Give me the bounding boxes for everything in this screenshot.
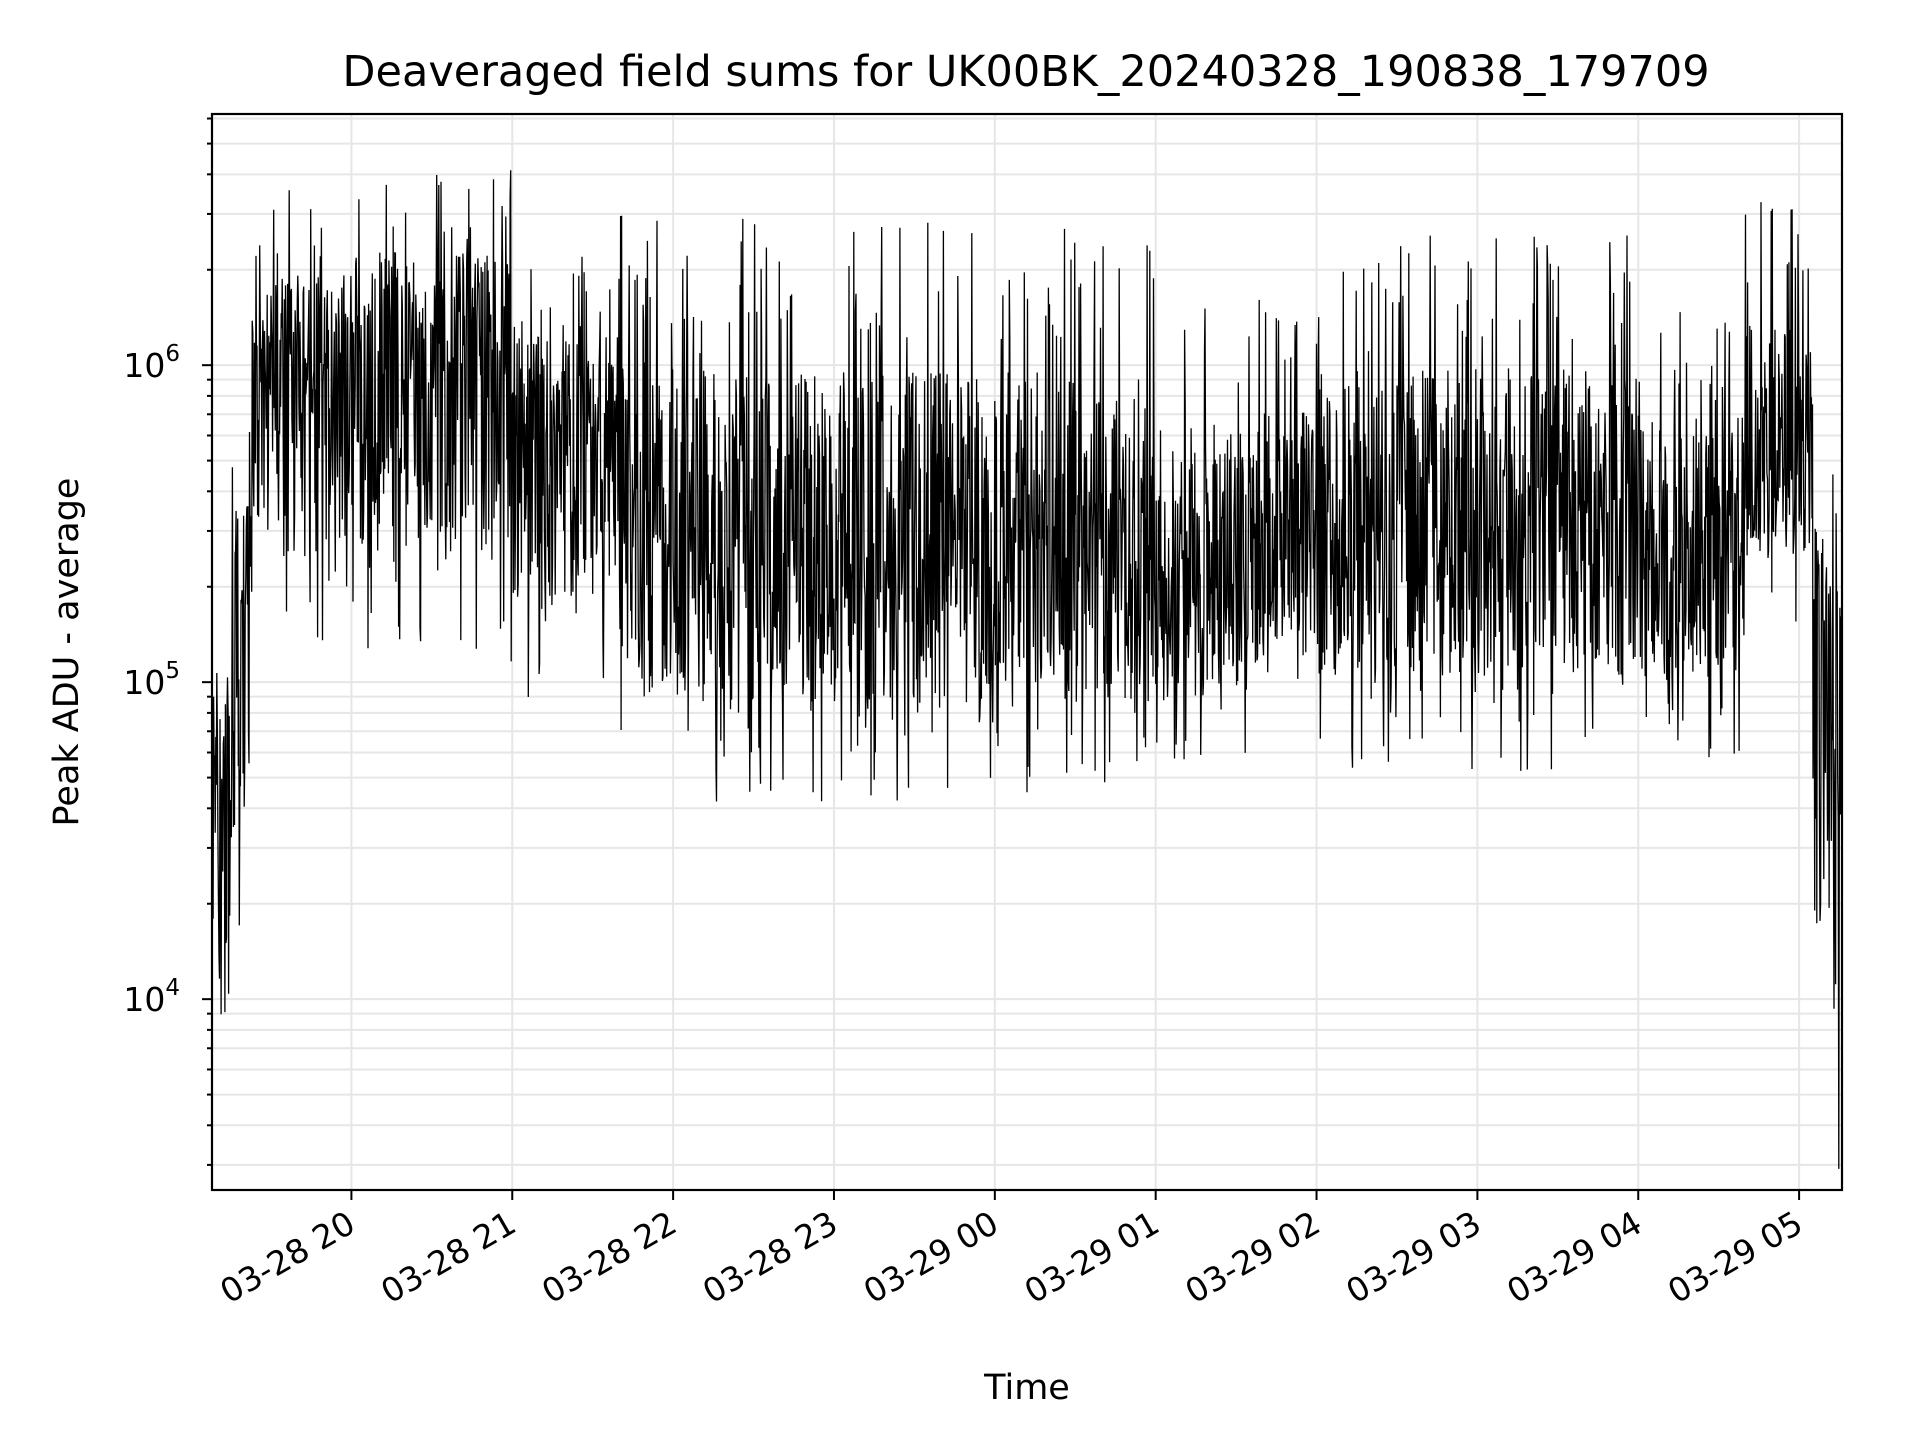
y-axis: 104 105 106 (123, 117, 212, 1166)
x-tick-label: 03-29 05 (1661, 1203, 1809, 1311)
series-line (211, 170, 1843, 1169)
y-tick-label: 105 (123, 658, 180, 702)
x-tick-label: 03-29 02 (1179, 1203, 1327, 1311)
x-tick-label: 03-28 21 (374, 1203, 522, 1311)
x-tick-label: 03-29 01 (1018, 1203, 1166, 1311)
chart-title: Deaveraged field sums for UK00BK_2024032… (342, 47, 1709, 97)
x-tick-label: 03-28 23 (696, 1203, 844, 1311)
x-tick-label: 03-28 22 (535, 1203, 683, 1311)
x-axis-label: Time (983, 1368, 1070, 1408)
y-tick-label: 106 (123, 341, 180, 385)
x-tick-label: 03-28 20 (213, 1203, 361, 1311)
y-axis-label: Peak ADU - average (47, 478, 87, 827)
x-tick-label: 03-29 00 (857, 1203, 1005, 1311)
x-axis: 03-28 20 03-28 21 03-28 22 03-28 23 03-29 00… (213, 1190, 1809, 1311)
series-layer (211, 170, 1843, 1169)
x-tick-label: 03-29 04 (1500, 1203, 1648, 1311)
plot-frame (210, 112, 1844, 1192)
y-tick-label: 104 (123, 975, 180, 1019)
x-tick-label: 03-29 03 (1339, 1203, 1487, 1311)
